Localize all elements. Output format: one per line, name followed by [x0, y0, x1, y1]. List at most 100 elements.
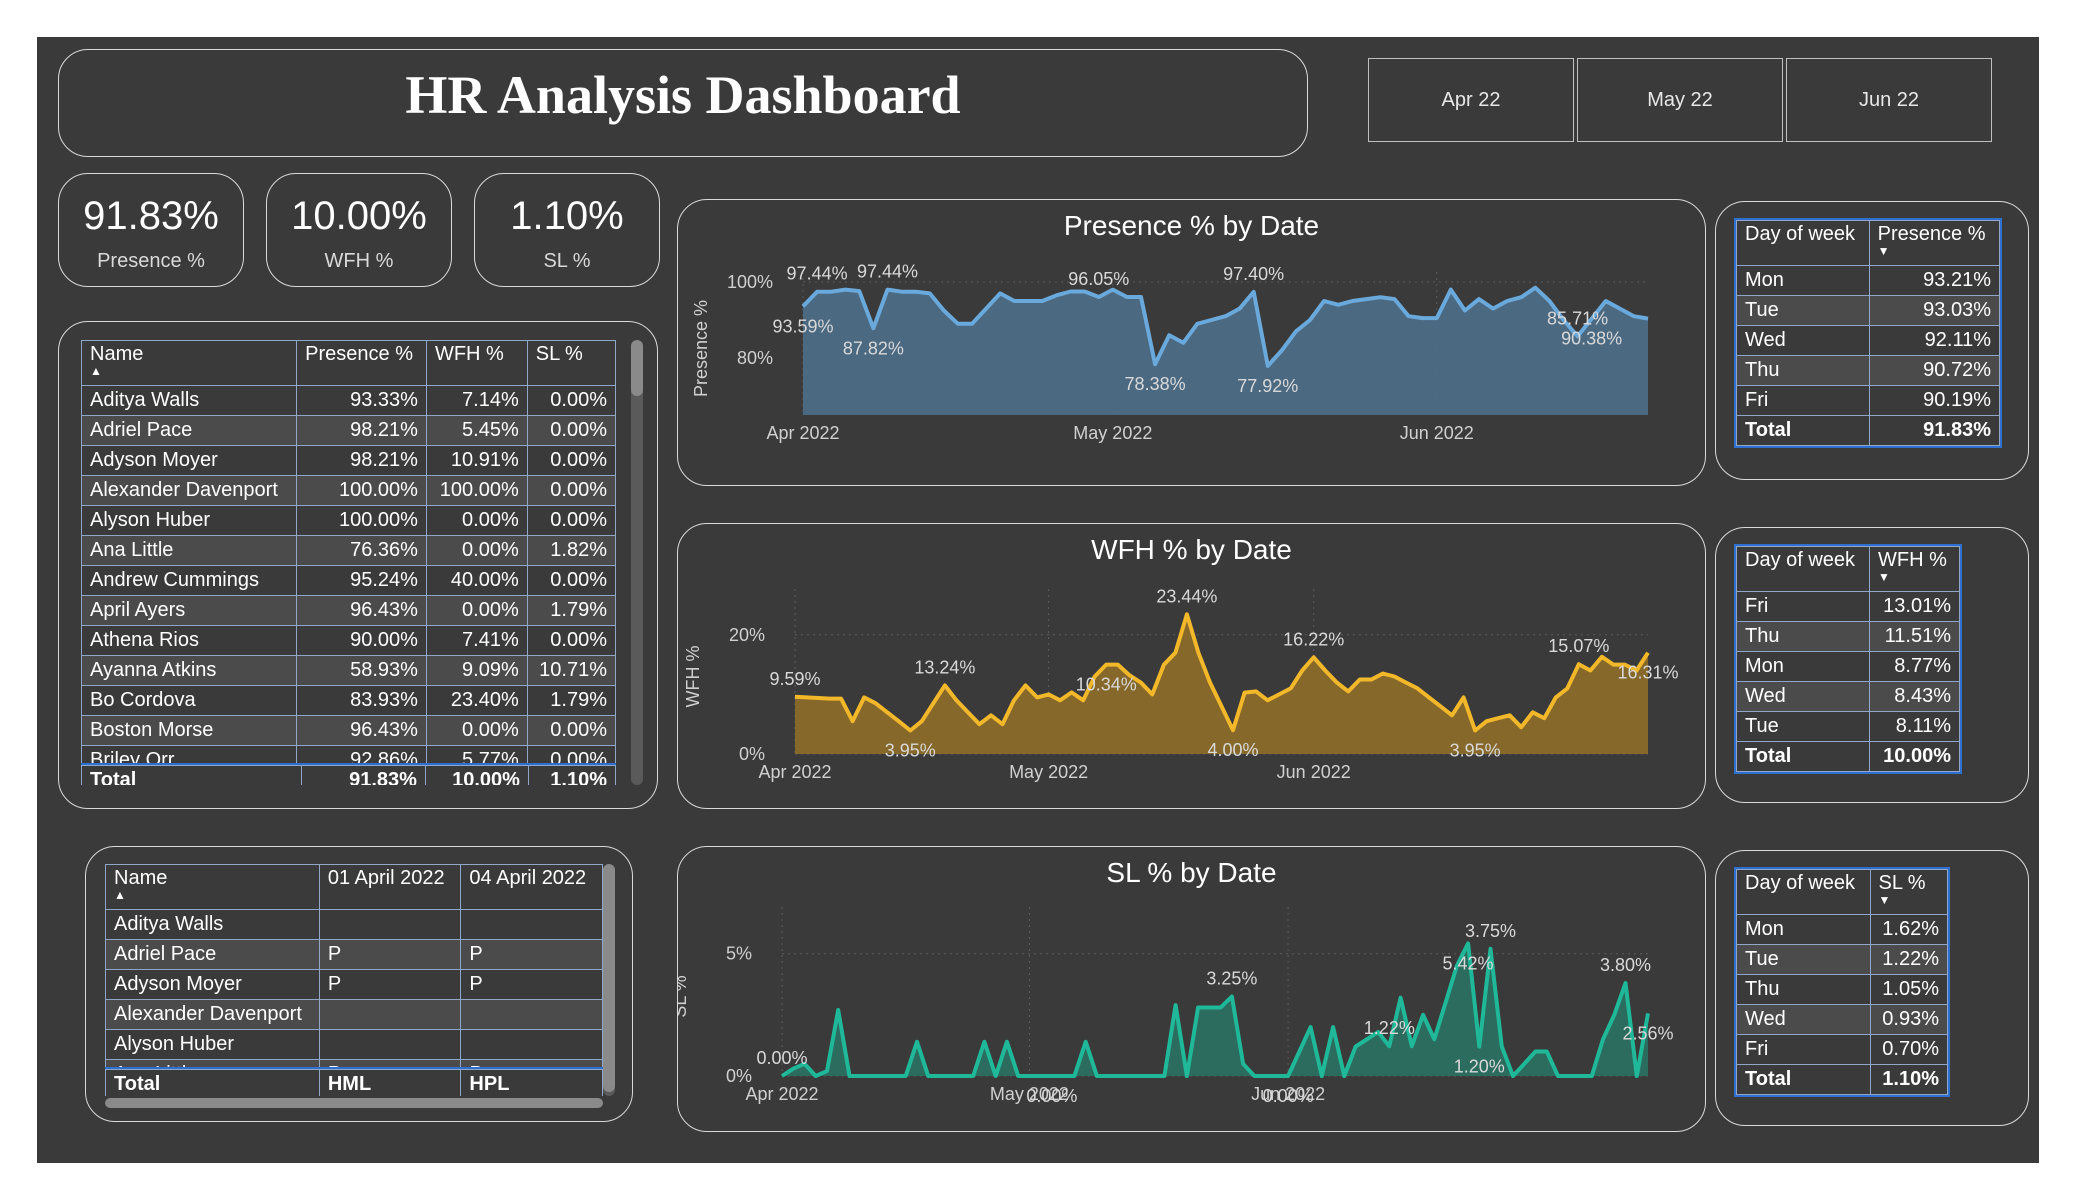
presence-dow-col-day[interactable]: Day of week — [1736, 220, 1870, 266]
cell-presence: 96.43% — [296, 595, 427, 626]
presence-dow-total-value: 91.83% — [1868, 415, 2001, 446]
table-row[interactable]: Athena Rios 90.00% 7.41% 0.00% — [81, 625, 616, 656]
wfh-dow-day: Thu — [1735, 621, 1871, 652]
wfh-dow-col-value[interactable]: WFH % ▼ — [1869, 546, 1960, 592]
month-filter-jun[interactable]: Jun 22 — [1786, 58, 1992, 142]
presence-chart: 100% 80% Apr 2022 May 2022 Jun 2022 Presence … — [691, 262, 1649, 443]
total-label: Total — [81, 765, 302, 785]
series-line[interactable] — [794, 612, 1650, 733]
cell-presence: 93.33% — [296, 385, 427, 416]
table-row[interactable]: Thu 11.51% — [1735, 621, 1960, 652]
table-row[interactable]: Tue 1.22% — [1736, 944, 1949, 975]
table-row[interactable]: Adyson Moyer 98.21% 10.91% 0.00% — [81, 445, 616, 476]
data-label: 96.05% — [1068, 269, 1129, 289]
wfh-dow-total-value: 10.00% — [1869, 741, 1960, 772]
att-cell-date-2 — [460, 1029, 603, 1060]
series-line[interactable] — [780, 941, 1650, 1078]
sl-dow-col-day[interactable]: Day of week — [1736, 869, 1871, 915]
presence-dow-col-value[interactable]: Presence % ▼ — [1868, 220, 2001, 266]
cell-wfh: 0.00% — [425, 595, 528, 626]
col-header-presence[interactable]: Presence % — [296, 340, 427, 386]
cell-name: Ayanna Atkins — [81, 655, 298, 686]
cell-sl: 1.79% — [526, 595, 616, 626]
month-filter-may[interactable]: May 22 — [1577, 58, 1783, 142]
data-label: 97.40% — [1223, 264, 1284, 284]
att-cell-date-1: P — [318, 969, 462, 1000]
table-row[interactable]: Ayanna Atkins 58.93% 9.09% 10.71% — [81, 655, 616, 686]
col-header-sl[interactable]: SL % — [526, 340, 616, 386]
data-label: 13.24% — [914, 657, 975, 677]
table-row[interactable]: Tue 93.03% — [1736, 295, 2001, 326]
table-row[interactable]: Wed 8.43% — [1735, 681, 1960, 712]
wfh-chart-title: WFH % by Date — [1091, 534, 1292, 565]
att-total-label: Total — [105, 1069, 320, 1096]
x-tick-label: Jun 2022 — [1400, 423, 1474, 443]
data-label: 3.95% — [885, 740, 936, 760]
table-row[interactable]: Ana Little 76.36% 0.00% 1.82% — [81, 535, 616, 566]
x-tick-label: May 2022 — [990, 1084, 1069, 1104]
col-header-wfh[interactable]: WFH % — [425, 340, 528, 386]
wfh-dow-value: 8.11% — [1869, 711, 1960, 742]
kpi-presence-value: 91.83% — [83, 194, 219, 238]
table-row[interactable]: Adyson Moyer P P — [105, 969, 603, 1000]
cell-wfh: 23.40% — [425, 685, 528, 716]
employee-table-scroll-track[interactable] — [631, 340, 643, 785]
att-col-date-2[interactable]: 04 April 2022 — [460, 864, 603, 910]
att-col-name[interactable]: Name ▲ — [105, 864, 320, 910]
col-header-name[interactable]: Name ▲ — [81, 340, 298, 386]
table-row[interactable]: Thu 90.72% — [1736, 355, 2001, 386]
table-row[interactable]: Mon 93.21% — [1736, 265, 2001, 296]
table-row[interactable]: Aditya Walls — [105, 909, 603, 940]
kpi-sl-label: SL % — [543, 250, 591, 272]
table-row[interactable]: Tue 8.11% — [1735, 711, 1960, 742]
table-row[interactable]: Thu 1.05% — [1736, 974, 1949, 1005]
attendance-scroll-thumb[interactable] — [603, 864, 615, 1092]
presence-dow-day: Fri — [1736, 385, 1870, 416]
att-col-date-1[interactable]: 01 April 2022 — [318, 864, 462, 910]
table-row[interactable]: Adriel Pace P P — [105, 939, 603, 970]
table-row[interactable]: Bo Cordova 83.93% 23.40% 1.79% — [81, 685, 616, 716]
table-row[interactable]: Mon 8.77% — [1735, 651, 1960, 682]
cell-name: Aditya Walls — [81, 385, 298, 416]
presence-dow-day: Wed — [1736, 325, 1870, 356]
y-tick-label: 100% — [727, 272, 773, 292]
attendance-viewport[interactable]: Name ▲ 01 April 2022 04 April 2022 Aditya… — [105, 864, 603, 1096]
kpi-wfh-value: 10.00% — [291, 194, 427, 238]
table-row[interactable]: Aditya Walls 93.33% 7.14% 0.00% — [81, 385, 616, 416]
wfh-dow-value: 11.51% — [1869, 621, 1960, 652]
wfh-dow-value: 8.43% — [1869, 681, 1960, 712]
table-row[interactable]: Alyson Huber — [105, 1029, 603, 1060]
sl-dow-total-row: Total 1.10% — [1736, 1064, 1949, 1095]
table-row[interactable]: Wed 0.93% — [1736, 1004, 1949, 1035]
series-line[interactable] — [801, 285, 1649, 368]
employee-table-viewport[interactable]: Name ▲ Presence % WFH % SL % Aditya Walls… — [81, 340, 616, 785]
attendance-hscroll[interactable] — [105, 1098, 603, 1108]
table-row[interactable]: Adriel Pace 98.21% 5.45% 0.00% — [81, 415, 616, 446]
employee-table-scroll-thumb[interactable] — [631, 340, 643, 396]
table-row[interactable]: Wed 92.11% — [1736, 325, 2001, 356]
month-filter-apr[interactable]: Apr 22 — [1368, 58, 1574, 142]
table-row[interactable]: April Ayers 96.43% 0.00% 1.79% — [81, 595, 616, 626]
table-row[interactable]: Fri 90.19% — [1736, 385, 2001, 416]
y-axis-label: SL % — [678, 975, 690, 1017]
wfh-dow-col-day[interactable]: Day of week — [1735, 546, 1871, 592]
presence-dow-value: 90.72% — [1868, 355, 2001, 386]
data-label: 15.07% — [1548, 636, 1609, 656]
table-row[interactable]: Andrew Cummings 95.24% 40.00% 0.00% — [81, 565, 616, 596]
data-label: 5.42% — [1443, 953, 1494, 973]
table-row[interactable]: Alexander Davenport 100.00% 100.00% 0.00% — [81, 475, 616, 506]
table-row[interactable]: Fri 13.01% — [1735, 591, 1960, 622]
cell-name: Athena Rios — [81, 625, 298, 656]
attendance-total: Total HML HPL — [105, 1067, 603, 1096]
sl-chart: 5% 0%Apr 2022 May 2022 Jun 2022 SL % 0.00% 0.0… — [678, 907, 1674, 1106]
table-row[interactable]: Alyson Huber 100.00% 0.00% 0.00% — [81, 505, 616, 536]
table-row[interactable]: Fri 0.70% — [1736, 1034, 1949, 1065]
cell-sl: 0.00% — [526, 715, 616, 746]
cell-wfh: 10.91% — [425, 445, 528, 476]
data-label: 87.82% — [843, 338, 904, 358]
table-row[interactable]: Mon 1.62% — [1736, 914, 1949, 945]
sl-chart-panel: SL % by Date 5% 0% Apr 2022 May 2022 Jun 202… — [677, 846, 1706, 1132]
sl-dow-col-value[interactable]: SL % ▼ — [1869, 869, 1949, 915]
table-row[interactable]: Alexander Davenport — [105, 999, 603, 1030]
table-row[interactable]: Boston Morse 96.43% 0.00% 0.00% — [81, 715, 616, 746]
